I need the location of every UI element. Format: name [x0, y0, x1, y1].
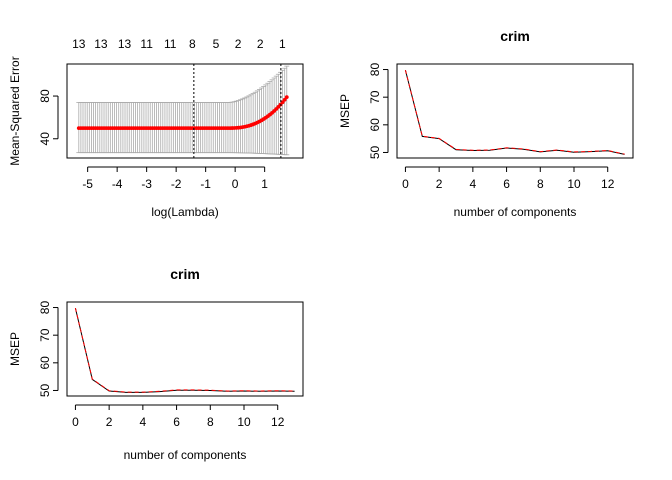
y-tick-label: 50: [368, 145, 382, 159]
plot-title: crim: [500, 28, 530, 44]
top-axis-label: 11: [140, 37, 153, 51]
msep-line-adjcv: [74, 307, 295, 393]
y-tick-label: 40: [38, 132, 52, 146]
x-tick-label: -3: [141, 177, 152, 191]
x-tick-label: 2: [106, 415, 113, 429]
top-axis-label: 5: [213, 37, 220, 51]
y-tick-label: 70: [368, 90, 382, 104]
x-tick-label: 10: [567, 177, 581, 191]
plot-frame: [66, 63, 304, 159]
x-tick-label: 6: [173, 415, 180, 429]
x-tick-label: -2: [171, 177, 182, 191]
x-tick-label: 4: [470, 177, 477, 191]
cv-point: [284, 95, 289, 100]
msep-line-cv: [404, 69, 625, 155]
x-tick-label: 12: [271, 415, 285, 429]
top-axis-label: 13: [118, 37, 132, 51]
x-tick-label: 10: [237, 415, 251, 429]
y-tick-label: 50: [38, 383, 52, 397]
x-tick-label: 0: [232, 177, 239, 191]
cv-error-plot: -5 -4 -3 -2 -1 0 1 log(Lambda) 40 80 Mean-Squared …: [8, 37, 304, 219]
y-axis-label: MSEP: [8, 332, 22, 366]
x-tick-label: 1: [261, 177, 268, 191]
x-tick-label: -1: [200, 177, 211, 191]
plot-title: crim: [170, 266, 200, 282]
x-tick-label: 6: [503, 177, 510, 191]
top-axis-label: 13: [94, 37, 108, 51]
top-axis-label: 2: [257, 37, 264, 51]
top-axis-label: 8: [189, 37, 196, 51]
x-tick-label: 12: [601, 177, 615, 191]
x-tick-label: 8: [537, 177, 544, 191]
y-tick-label: 60: [368, 118, 382, 132]
x-tick-label: 8: [207, 415, 214, 429]
y-tick-label: 80: [368, 63, 382, 77]
x-tick-label: 0: [72, 415, 79, 429]
x-axis-label: number of components: [454, 205, 577, 219]
y-axis-label: MSEP: [338, 94, 352, 128]
y-axis-label: Mean-Squared Error: [8, 56, 22, 165]
plot-frame: [66, 301, 304, 397]
y-tick-label: 60: [38, 356, 52, 370]
top-axis-label: 2: [235, 37, 242, 51]
msep-line-cv: [74, 307, 295, 393]
msep-plot-crim-1: crim 0 2 4 6 8 10 12 number of components 50 60 70 8…: [338, 28, 634, 219]
msep-line-adjcv: [404, 69, 625, 155]
y-tick-label: 80: [38, 301, 52, 315]
x-tick-label: 2: [436, 177, 443, 191]
x-tick-label: -4: [112, 177, 123, 191]
x-tick-label: -5: [82, 177, 93, 191]
y-tick-label: 80: [38, 89, 52, 103]
x-axis-label: number of components: [124, 448, 247, 462]
x-tick-label: 4: [140, 415, 147, 429]
cv-point: [280, 100, 285, 105]
top-axis-label: 1: [279, 37, 286, 51]
cv-point: [282, 97, 287, 102]
plot-frame: [396, 63, 634, 159]
msep-plot-crim-2: crim 0 2 4 6 8 10 12 number of components 50 60 70 8…: [8, 266, 304, 462]
y-tick-label: 70: [38, 328, 52, 342]
x-axis-label: log(Lambda): [151, 205, 218, 219]
top-axis-label: 13: [72, 37, 86, 51]
x-tick-label: 0: [402, 177, 409, 191]
top-axis-label: 11: [164, 37, 177, 51]
